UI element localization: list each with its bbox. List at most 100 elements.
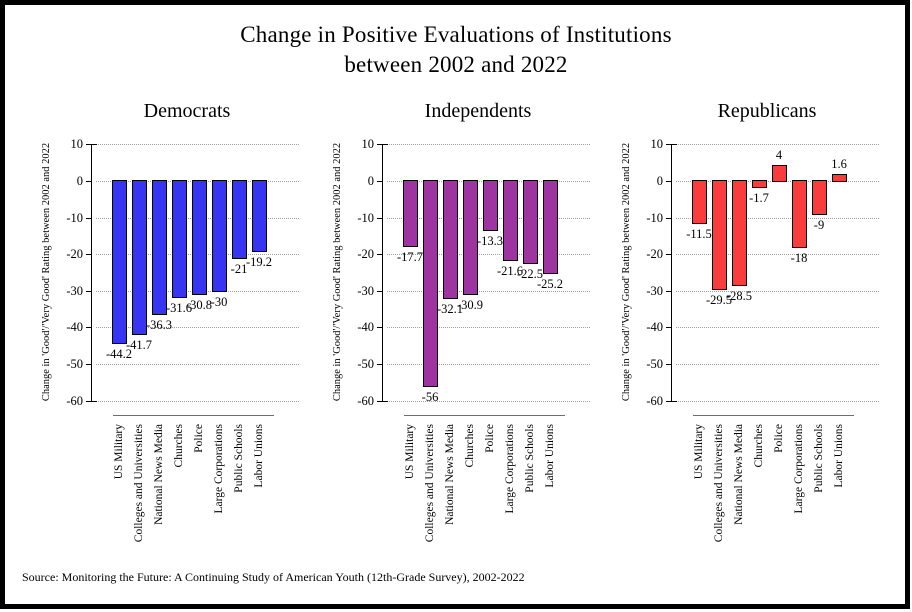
chart-title-line1: Change in Positive Evaluations of Instit… (240, 22, 672, 47)
bar-value-label-republicans-3: -1.7 (749, 191, 769, 206)
y-tick-republicans (666, 327, 672, 329)
y-tick-label-democrats: -40 (66, 320, 83, 335)
bar-republicans-0 (692, 180, 707, 225)
y-tick-independents (377, 217, 383, 219)
y-tick-label-democrats: -30 (66, 283, 83, 298)
gridline-republicans (676, 400, 879, 402)
y-tick-label-republicans: -60 (646, 393, 663, 408)
y-tick-independents (377, 144, 383, 146)
bar-value-label-republicans-0: -11.5 (686, 227, 712, 242)
chart-title: Change in Positive Evaluations of Instit… (0, 20, 912, 80)
bar-value-label-democrats-4: -30.8 (185, 297, 213, 312)
y-tick-independents (377, 364, 383, 365)
x-axis-independents (404, 415, 565, 416)
gridline-independents (387, 290, 590, 292)
gridline-republicans (676, 144, 879, 146)
y-tick-label-independents: -60 (357, 393, 374, 408)
y-tick-democrats (86, 400, 92, 402)
y-tick-republicans (666, 144, 672, 146)
bar-value-label-independents-0: -17.7 (396, 249, 424, 264)
category-label-republicans-5: Large Corporations (793, 424, 805, 514)
bar-republicans-1 (712, 180, 727, 290)
y-axis-bottom-cap-democrats (92, 401, 97, 402)
x-axis-democrats (113, 415, 274, 416)
y-tick-independents (377, 400, 383, 402)
bar-value-label-democrats-6: -21 (230, 261, 248, 276)
bar-value-label-independents-4: -13.3 (476, 233, 504, 248)
y-tick-republicans (666, 290, 672, 292)
category-label-republicans-2: National News Media (733, 424, 745, 525)
y-tick-label-republicans: -40 (646, 320, 663, 335)
y-tick-republicans (666, 181, 672, 182)
category-label-republicans-1: Colleges and Universities (713, 424, 725, 543)
y-tick-label-republicans: 10 (650, 137, 664, 152)
y-tick-republicans (666, 400, 672, 402)
y-tick-label-independents: -40 (357, 320, 374, 335)
gridline-democrats (96, 364, 299, 365)
y-axis-independents (382, 144, 383, 402)
panel-title-independents: Independents (424, 100, 532, 122)
bar-value-label-independents-7: -25.2 (536, 277, 564, 292)
bar-democrats-7 (252, 180, 267, 253)
bar-value-label-republicans-4: 4 (775, 148, 783, 163)
bar-independents-2 (443, 180, 458, 300)
y-tick-label-independents: 0 (367, 174, 374, 188)
y-tick-democrats (86, 327, 92, 329)
y-axis-republicans (671, 144, 672, 402)
bar-value-label-republicans-5: -18 (790, 250, 808, 265)
category-label-republicans-6: Public Schools (813, 424, 825, 493)
y-tick-label-republicans: -20 (646, 247, 663, 262)
gridline-independents (387, 144, 590, 146)
category-label-republicans-4: Police (773, 424, 785, 453)
y-tick-label-independents: -10 (357, 210, 374, 225)
bar-value-label-independents-6: -22.5 (516, 267, 544, 282)
bar-independents-7 (543, 180, 558, 275)
gridline-democrats (96, 327, 299, 329)
y-tick-label-republicans: -30 (646, 283, 663, 298)
y-tick-label-democrats: 0 (76, 174, 83, 188)
bar-republicans-6 (812, 180, 827, 215)
bar-republicans-3 (752, 180, 767, 189)
category-label-republicans-0: US Military (693, 424, 705, 480)
bar-independents-0 (403, 180, 418, 247)
bar-value-label-independents-2: -32.1 (436, 302, 464, 317)
y-tick-label-democrats: -50 (66, 357, 83, 371)
bar-value-label-democrats-5: -30 (210, 294, 228, 309)
y-tick-republicans (666, 254, 672, 256)
bar-value-label-democrats-2: -36.3 (145, 317, 173, 332)
y-axis-bottom-cap-republicans (672, 401, 677, 402)
y-tick-democrats (86, 144, 92, 146)
bar-value-label-democrats-7: -19.2 (245, 255, 273, 270)
y-tick-independents (377, 254, 383, 256)
y-tick-republicans (666, 217, 672, 219)
y-tick-label-independents: -30 (357, 283, 374, 298)
bar-value-label-democrats-3: -31.6 (165, 300, 193, 315)
bar-value-label-republicans-7: 1.6 (831, 157, 847, 172)
y-tick-label-democrats: -60 (66, 393, 83, 408)
gridline-republicans (676, 364, 879, 365)
y-tick-label-democrats: -10 (66, 210, 83, 225)
y-axis-top-cap-independents (383, 144, 388, 145)
y-tick-democrats (86, 364, 92, 365)
gridline-democrats (96, 144, 299, 146)
y-axis-top-cap-republicans (672, 144, 677, 145)
y-tick-independents (377, 181, 383, 182)
bar-value-label-democrats-0: -44.2 (105, 346, 133, 361)
bar-value-label-democrats-1: -41.7 (125, 337, 153, 352)
y-tick-label-independents: -50 (357, 357, 374, 371)
panel-title-republicans: Republicans (717, 100, 817, 122)
bar-independents-3 (463, 180, 478, 296)
gridline-republicans (676, 290, 879, 292)
panel-title-democrats: Democrats (143, 100, 231, 122)
y-tick-republicans (666, 364, 672, 365)
gridline-independents (387, 327, 590, 329)
y-tick-independents (377, 327, 383, 329)
bar-value-label-independents-5: -21.6 (496, 264, 524, 279)
x-axis-republicans (693, 415, 854, 416)
bar-democrats-0 (112, 180, 127, 344)
bar-value-label-republicans-6: -9 (813, 217, 825, 232)
